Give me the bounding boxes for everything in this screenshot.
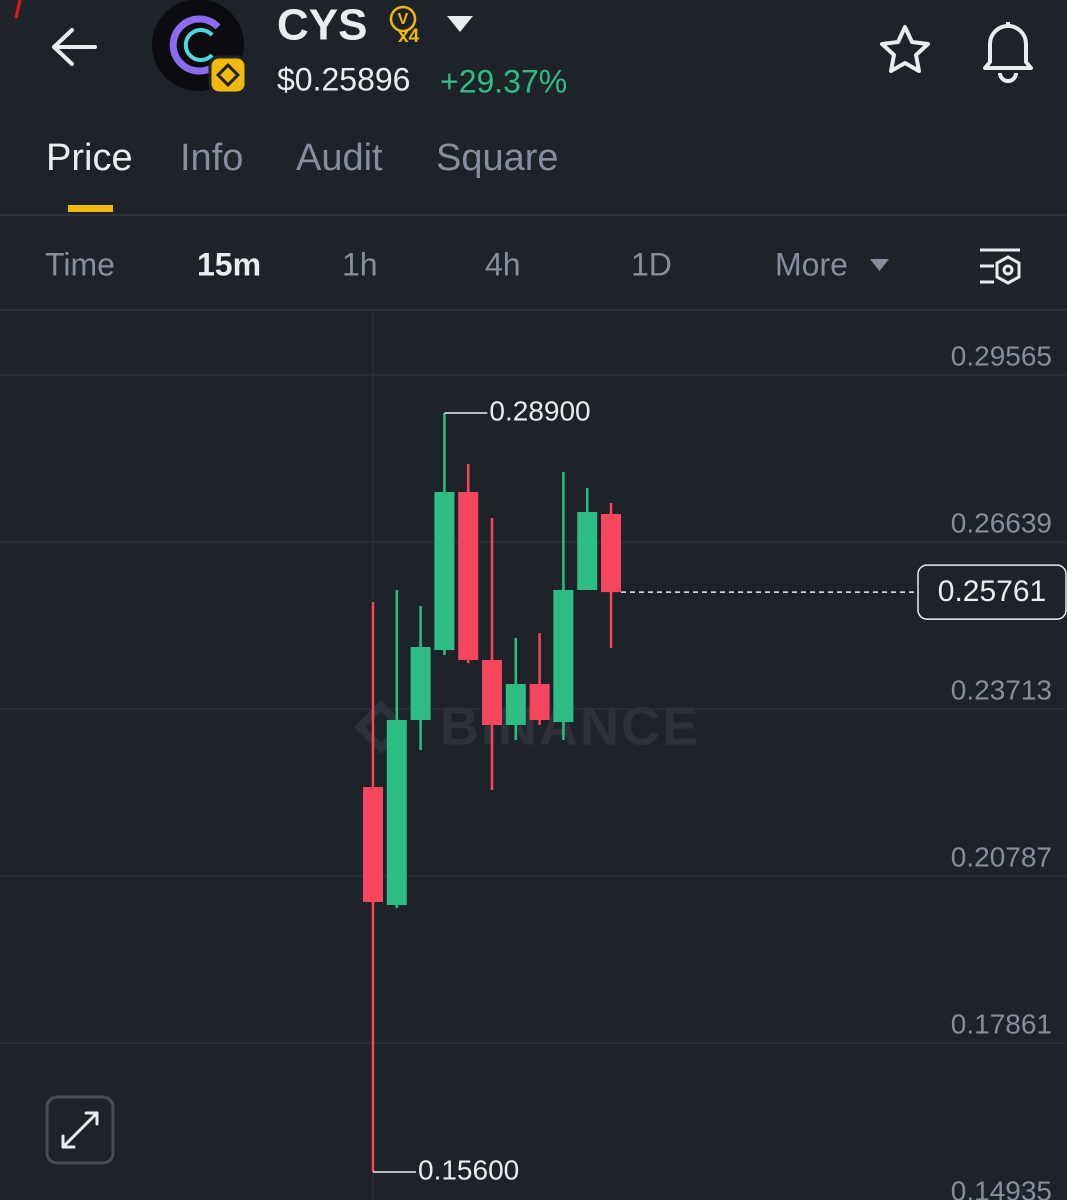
candle-body — [482, 660, 502, 725]
candle-body — [363, 787, 383, 903]
tab[interactable]: Price — [46, 137, 133, 179]
symbol: CYS — [277, 1, 367, 50]
interval[interactable]: 1h — [342, 246, 378, 282]
candle-body — [434, 492, 455, 650]
tab[interactable]: Square — [436, 137, 559, 179]
annotation-label: 0.28900 — [489, 395, 590, 426]
back-button[interactable] — [52, 28, 97, 66]
candle-body — [577, 511, 598, 591]
y-tick-label: 0.29565 — [951, 340, 1052, 371]
price-change: +29.37% — [440, 63, 567, 99]
interval[interactable]: 4h — [485, 246, 521, 282]
candle-body — [386, 720, 407, 905]
badge-multiplier: x4 — [398, 26, 420, 47]
candle-body — [601, 513, 621, 593]
symbol-dropdown[interactable] — [447, 16, 473, 32]
candle-body — [505, 684, 526, 725]
token-logo — [152, 0, 248, 95]
candle-body — [458, 492, 479, 661]
y-tick-label: 0.23713 — [951, 674, 1052, 705]
y-tick-label: 0.20787 — [951, 841, 1052, 872]
y-tick-label: 0.14935 — [951, 1175, 1052, 1200]
y-tick-label: 0.26639 — [951, 507, 1052, 538]
tab-indicator — [68, 205, 113, 212]
chart-settings-button[interactable] — [980, 248, 1021, 285]
candle-body — [529, 684, 550, 721]
interval[interactable]: Time — [45, 246, 115, 282]
expand-button[interactable] — [45, 1095, 115, 1165]
interval[interactable]: More — [775, 246, 848, 282]
tab[interactable]: Audit — [296, 137, 383, 179]
badge-letter: V — [398, 11, 409, 28]
more-dropdown[interactable] — [870, 259, 889, 271]
favorite-button[interactable] — [880, 25, 930, 73]
y-tick-label: 0.17861 — [951, 1008, 1052, 1039]
interval[interactable]: 1D — [631, 246, 672, 282]
last-price-box — [917, 564, 1067, 620]
candle-body — [553, 590, 574, 723]
interval[interactable]: 15m — [197, 246, 261, 282]
candle-body — [410, 647, 431, 721]
badge-ring — [389, 5, 417, 33]
price: $0.25896 — [277, 61, 410, 97]
annotation-label: 0.15600 — [418, 1154, 519, 1185]
red-mark — [14, 0, 22, 19]
last-price-label: 0.25761 — [938, 575, 1046, 608]
tab[interactable]: Info — [180, 137, 243, 179]
alert-button[interactable] — [983, 22, 1033, 83]
